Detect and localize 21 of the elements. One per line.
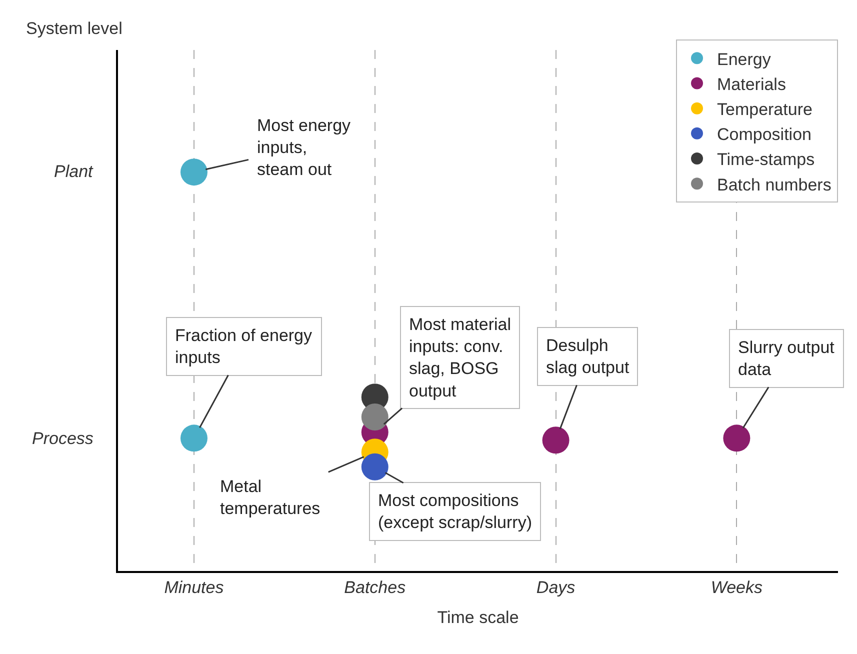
legend-label: Temperature [717, 100, 812, 119]
annotation: Desulph slag output [546, 336, 630, 378]
legend-label: Batch numbers [717, 175, 832, 194]
legend-label: Energy [717, 50, 772, 69]
legend-label: Composition [717, 125, 812, 144]
text: Process [32, 429, 94, 448]
text: Plant [54, 162, 94, 181]
annotation: Most compositions (except scrap/slurry) [378, 491, 532, 532]
text: System level [26, 19, 122, 38]
annotation: Most material inputs: conv. slag, BOSG output [409, 315, 512, 400]
legend-label: Time-stamps [717, 150, 815, 170]
x-tick-label: Weeks [710, 578, 764, 598]
x-tick-label: Batches [344, 578, 406, 598]
annotation: Slurry output data [738, 338, 835, 380]
legend-label: Materials [717, 74, 786, 94]
x-tick-label: Days [536, 578, 576, 598]
x-tick-label: Minutes [164, 578, 224, 598]
x-axis-title: Time scale [437, 608, 519, 628]
annotation: Fraction of energy inputs [175, 326, 313, 368]
annotation: Most energy inputs, steam out [257, 116, 352, 180]
annotation: Metal temperatures [220, 477, 320, 518]
